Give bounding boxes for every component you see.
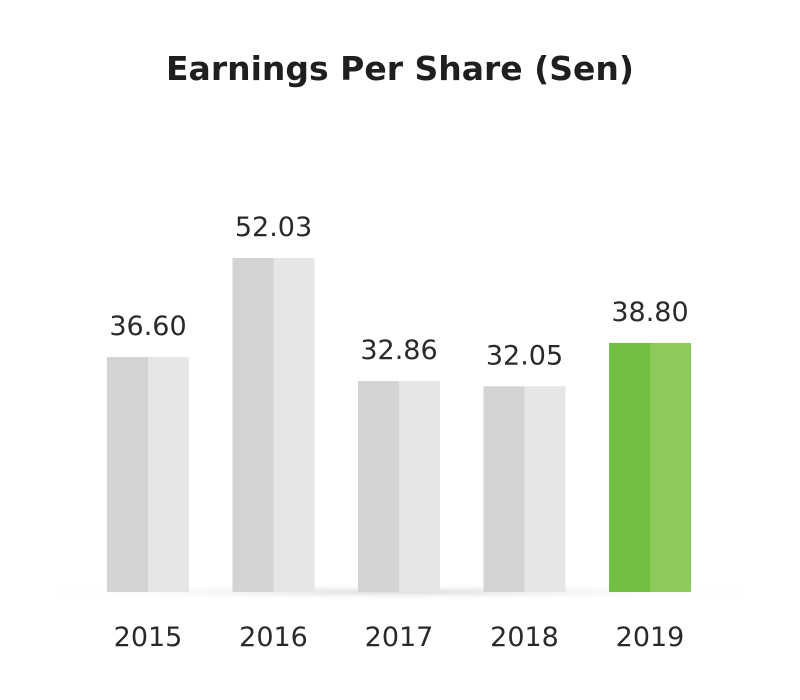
bars-group: 36.60 2015 52.03 2016 32.86 2017 32.05 2018 38.8…: [107, 212, 691, 653]
bar-right-face: [273, 258, 315, 592]
category-label: 2019: [616, 622, 685, 653]
chart-title: Earnings Per Share (Sen): [166, 49, 634, 88]
bar-right-face: [399, 381, 440, 592]
bar-2019: [609, 342, 691, 592]
bar-right-face: [524, 386, 566, 592]
bar-2016: [232, 258, 315, 592]
category-label: 2018: [490, 622, 559, 653]
bar-left-face: [358, 381, 399, 592]
bar-left-face: [107, 357, 148, 592]
bar-2015: [107, 357, 189, 592]
bar-left-face: [609, 342, 650, 592]
bar-2017: [358, 381, 440, 592]
bar-2018: [483, 386, 566, 592]
bar-right-face: [148, 357, 189, 592]
bar-left-face: [483, 386, 525, 592]
value-label: 32.86: [360, 335, 437, 366]
category-label: 2017: [365, 622, 434, 653]
value-label: 38.80: [611, 297, 688, 328]
bar-left-face: [232, 258, 274, 592]
value-label: 32.05: [486, 340, 563, 371]
value-label: 36.60: [109, 311, 186, 342]
category-label: 2016: [239, 622, 308, 653]
category-label: 2015: [114, 622, 183, 653]
value-label: 52.03: [235, 212, 312, 243]
bar-right-face: [650, 342, 691, 592]
